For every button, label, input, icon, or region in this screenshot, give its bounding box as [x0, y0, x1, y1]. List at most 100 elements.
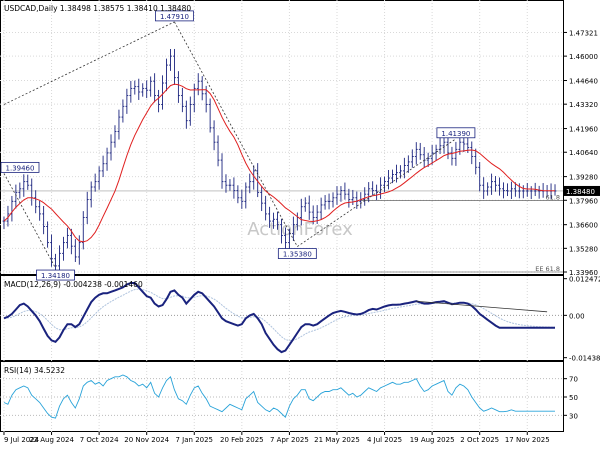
price-bar	[268, 206, 271, 228]
price-bar	[117, 109, 121, 140]
price-bar	[129, 80, 133, 103]
price-bar	[81, 211, 85, 250]
price-annotation-label: 1.41390	[441, 130, 470, 138]
price-bar	[414, 142, 418, 165]
price-bar	[228, 179, 232, 191]
price-bar	[69, 228, 73, 255]
price-annotation-label: 1.47910	[160, 13, 189, 21]
price-bar	[280, 218, 283, 244]
price-bar	[26, 174, 30, 190]
y-tick-label: 1.40640	[569, 149, 598, 157]
price-bar	[367, 182, 371, 203]
price-bar	[66, 227, 69, 249]
price-bar	[109, 134, 113, 161]
price-bar	[137, 78, 141, 100]
price-bar	[14, 184, 18, 209]
price-bar	[395, 164, 398, 183]
moving-average	[3, 21, 555, 269]
price-bar	[93, 173, 97, 192]
price-bar	[264, 195, 268, 221]
price-bar	[486, 182, 490, 196]
y-tick-label: 1.36600	[569, 222, 598, 230]
price-bar	[73, 239, 77, 262]
price-bar	[430, 144, 434, 165]
price-bar	[177, 71, 180, 103]
x-tick-label: 7 Oct 2024	[80, 436, 119, 444]
y-tick-label: 0.012472	[569, 276, 600, 284]
price-bar	[498, 177, 501, 196]
price-bar	[157, 89, 160, 113]
macd-signal-line	[3, 288, 556, 342]
price-bar	[335, 186, 339, 205]
x-tick-label: 20 Nov 2024	[124, 436, 169, 444]
price-bar	[30, 178, 34, 206]
rsi-line	[3, 374, 555, 419]
price-bar	[387, 169, 390, 190]
price-bar	[188, 96, 192, 126]
price-bar	[113, 125, 117, 148]
x-tick-label: 2 Oct 2025	[460, 436, 499, 444]
last-price-label: 1.38480	[566, 188, 595, 196]
price-bar	[105, 147, 109, 171]
price-bar	[121, 99, 125, 123]
price-bar	[454, 141, 458, 166]
x-tick-label: 17 Nov 2025	[505, 436, 550, 444]
price-bar	[153, 73, 157, 103]
y-tick-label: 1.37960	[569, 197, 598, 205]
price-bar	[529, 186, 533, 200]
price-bar	[343, 182, 347, 200]
y-tick-label: 30	[569, 412, 578, 420]
price-bar	[240, 189, 244, 209]
trendline-dashed	[3, 173, 56, 269]
price-bar	[46, 221, 49, 248]
price-bar	[291, 216, 295, 241]
price-bar	[244, 182, 248, 209]
price-bar	[89, 181, 93, 208]
trendline-dashed	[3, 21, 175, 105]
x-tick-label: 4 Jul 2025	[367, 436, 402, 444]
price-annotation-box	[277, 248, 317, 259]
price-bar	[184, 100, 188, 129]
price-bar	[260, 186, 264, 212]
rsi-panel-title: RSI(14) 34.5232	[4, 366, 65, 375]
y-tick-label: 1.35280	[569, 245, 598, 253]
price-bar	[133, 80, 137, 95]
price-bar	[502, 182, 505, 199]
price-bar	[418, 142, 422, 160]
price-bar	[482, 177, 486, 199]
price-bar	[402, 157, 406, 179]
ma-line	[3, 83, 555, 243]
price-bar	[200, 76, 204, 101]
price-bar	[410, 149, 414, 168]
price-bar	[327, 193, 331, 210]
price-annotation-box	[36, 269, 75, 281]
price-bar	[173, 48, 176, 85]
price-bar	[513, 182, 517, 197]
price-annotations: 1.47910 1.41390 1.39460 1.35380 1.34180	[0, 10, 476, 281]
price-bar	[85, 191, 89, 224]
price-bar	[303, 197, 307, 212]
price-bar	[252, 165, 256, 190]
watermark: ActionForex	[247, 219, 353, 240]
price-bar	[256, 163, 260, 198]
x-tick-label: 7 Jan 2025	[176, 436, 214, 444]
price-bar	[490, 173, 493, 195]
y-tick-label: 0.00	[569, 312, 585, 320]
price-bar	[145, 80, 149, 99]
price-bar	[307, 195, 311, 220]
price-bar	[331, 192, 335, 208]
price-annotation-label: 1.39460	[6, 164, 35, 172]
price-bar	[54, 253, 57, 272]
price-bar	[351, 189, 355, 205]
price-bar	[232, 177, 236, 199]
price-bar	[525, 182, 529, 197]
price-bar	[58, 245, 61, 274]
price-bar	[478, 162, 482, 192]
macd-panel-title: MACD(12,26,9) -0.004238 -0.001460	[4, 280, 143, 289]
macd-series: 0.012472 0.00 -0.014389	[0, 276, 600, 363]
price-bar	[434, 144, 438, 161]
price-bar	[494, 176, 497, 192]
price-bar	[165, 58, 168, 92]
